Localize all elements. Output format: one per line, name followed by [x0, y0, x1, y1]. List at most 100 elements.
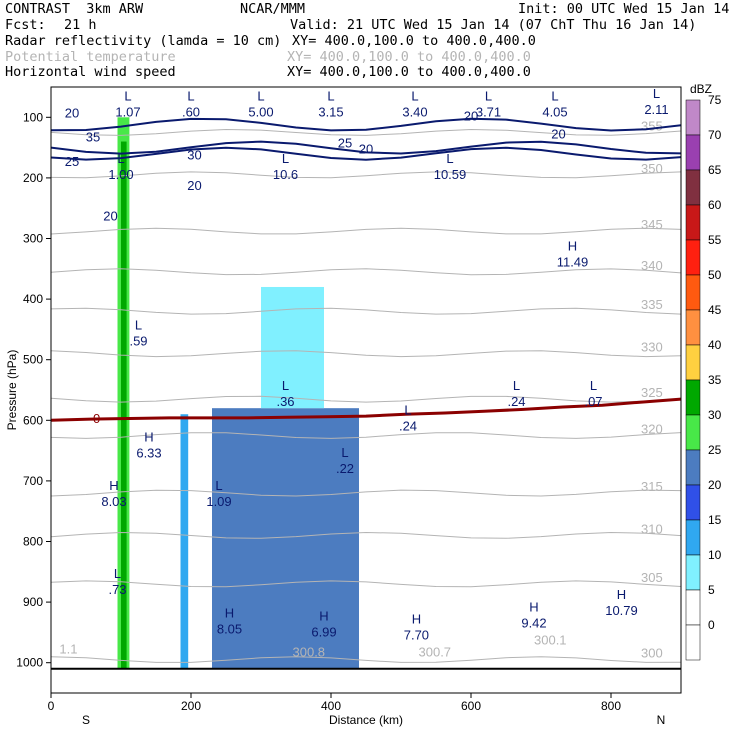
marker-symbol: L: [590, 378, 597, 393]
y-tick-label: 300: [23, 232, 43, 246]
marker-value: 4.05: [542, 104, 567, 119]
x-tick-label: 0: [48, 699, 55, 713]
y-tick-label: 800: [23, 535, 43, 549]
grey-annotation: 300.1: [534, 633, 567, 648]
isentrope-305: [51, 580, 681, 588]
marker-value: 3.71: [476, 104, 501, 119]
x-tick-label: 600: [461, 699, 481, 713]
wind-contour-label: 20: [551, 127, 565, 142]
marker-value: 5.00: [248, 104, 273, 119]
marker-value: .22: [336, 461, 354, 476]
colorbar-level: 50: [708, 268, 722, 282]
colorbar-box: [685, 309, 701, 346]
marker-symbol: L: [117, 151, 124, 166]
isentrope-label: 300: [641, 646, 663, 661]
colorbar-level: 45: [708, 303, 722, 317]
colorbar-level: 70: [708, 128, 722, 142]
freezing-level-label: 0: [93, 411, 100, 426]
colorbar-level: 5: [708, 583, 715, 597]
marker-value: .59: [129, 334, 147, 349]
isentrope-335: [51, 307, 681, 315]
isentrope-label: 340: [641, 258, 663, 273]
wind-contour-label: 35: [86, 130, 100, 145]
organization-label: NCAR/MMM: [240, 1, 306, 17]
marker-value: 8.05: [217, 621, 242, 636]
marker-symbol: H: [144, 430, 153, 445]
marker-value: 1.09: [206, 494, 231, 509]
marker-value: 10.79: [605, 603, 638, 618]
colorbar-box: [685, 519, 701, 556]
colorbar-box: [685, 204, 701, 241]
colorbar-box: [685, 274, 701, 311]
marker-symbol: L: [327, 88, 334, 103]
colorbar-level: 60: [708, 198, 722, 212]
isentrope-label: 320: [641, 421, 663, 436]
wind-contour-0: [51, 140, 681, 155]
wind-contour-label: 20: [359, 142, 373, 157]
colorbar-box: [685, 99, 701, 136]
marker-value: 7.70: [404, 627, 429, 642]
colorbar-box: [685, 169, 701, 206]
marker-symbol: L: [404, 402, 411, 417]
marker-layer: L1.07L.60L5.00L3.15L3.40L3.71L4.05L2.11L…: [59, 87, 668, 660]
colorbar-level: 65: [708, 163, 722, 177]
isentrope-300: [51, 656, 681, 663]
marker-symbol: L: [187, 88, 194, 103]
marker-value: 1.07: [115, 104, 140, 119]
marker-symbol: L: [282, 378, 289, 393]
y-tick-label: 500: [23, 353, 43, 367]
grey-annotation: 300.7: [419, 645, 452, 660]
marker-value: 6.33: [136, 446, 161, 461]
colorbar-unit: dBZ: [690, 82, 712, 96]
marker-value: 1.00: [108, 167, 133, 182]
isentrope-label: 330: [641, 340, 663, 355]
y-tick-label: 400: [23, 292, 43, 306]
field1-xy: XY= 400.0,100.0 to 400.0,400.0: [292, 33, 536, 49]
wind-contour-label: 20: [65, 105, 79, 120]
marker-value: 8.03: [101, 494, 126, 509]
isentrope-label: 315: [641, 479, 663, 494]
isentrope-label: 310: [641, 521, 663, 536]
marker-value: .24: [507, 394, 525, 409]
wind-contour-label: 30: [187, 148, 201, 163]
colorbar-box: [685, 379, 701, 416]
wind-contour-label: 20: [103, 208, 117, 223]
colorbar-box: [685, 554, 701, 591]
field3-name: Horizontal wind speed: [5, 64, 176, 80]
colorbar-box: [685, 624, 701, 661]
model-title: CONTRAST 3km ARW: [5, 1, 144, 17]
field2-xy: XY= 400.0,100.0 to 400.0,400.0: [287, 49, 531, 65]
marker-value: .73: [108, 582, 126, 597]
colorbar-box: [685, 134, 701, 171]
isentrope-345: [51, 227, 681, 235]
marker-symbol: L: [513, 378, 520, 393]
marker-symbol: H: [412, 611, 421, 626]
valid-time: Valid: 21 UTC Wed 15 Jan 14 (07 ChT Thu …: [290, 17, 697, 33]
reflectivity-cell-1: [121, 141, 127, 669]
marker-symbol: L: [215, 478, 222, 493]
y-tick-label: 700: [23, 474, 43, 488]
isentrope-label: 345: [641, 217, 663, 232]
colorbar-level: 40: [708, 338, 722, 352]
field2-name: Potential temperature: [5, 49, 176, 65]
marker-symbol: H: [225, 605, 234, 620]
marker-value: .60: [182, 104, 200, 119]
isentrope-label: 305: [641, 570, 663, 585]
colorbar-level: 10: [708, 548, 722, 562]
x-end-north: N: [657, 713, 666, 727]
x-axis-label: Distance (km): [329, 713, 403, 727]
wind-contour-label: 20: [187, 178, 201, 193]
marker-symbol: H: [319, 608, 328, 623]
colorbar-level: 15: [708, 513, 722, 527]
reflectivity-cell-4: [261, 286, 324, 409]
marker-value: .24: [399, 418, 417, 433]
colorbar-level: 20: [708, 478, 722, 492]
y-tick-label: 1000: [16, 656, 43, 670]
grey-annotation: 1.1: [59, 642, 77, 657]
marker-symbol: L: [551, 88, 558, 103]
y-tick-label: 100: [23, 110, 43, 124]
marker-symbol: L: [341, 445, 348, 460]
